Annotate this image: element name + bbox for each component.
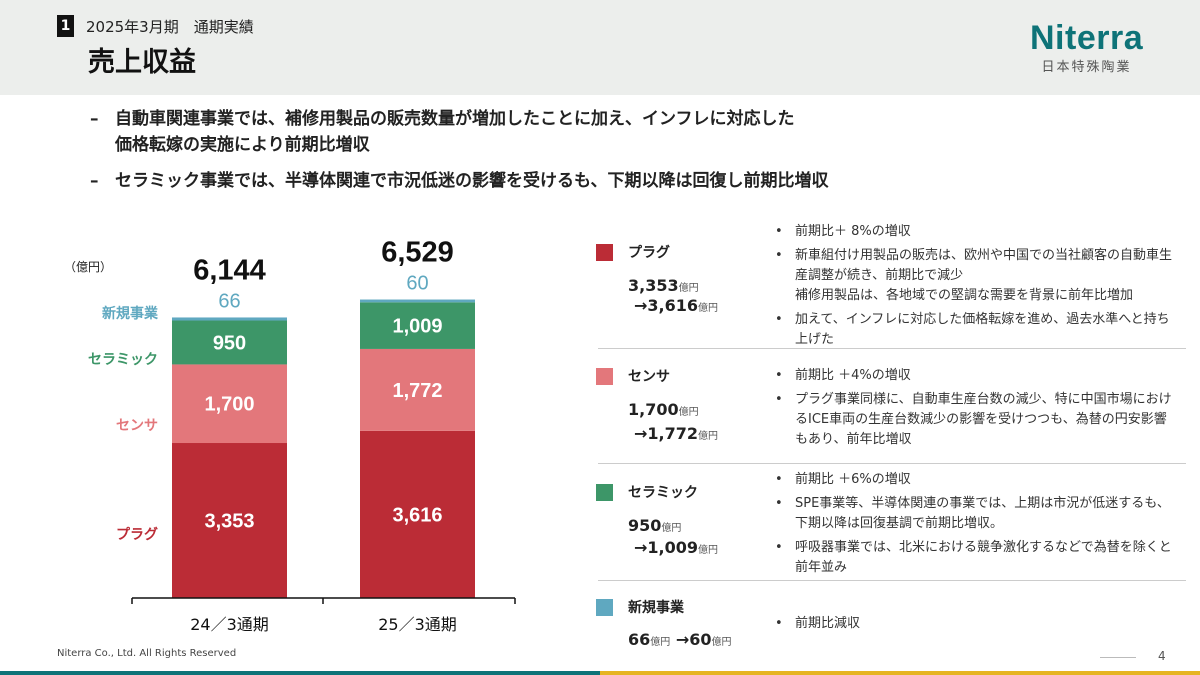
legend-plug: プラグ xyxy=(116,527,158,543)
page-divider xyxy=(1100,657,1136,658)
segment-values: 66億円 →60億円 xyxy=(628,630,732,649)
segment-current-value: →3,616億円 xyxy=(634,296,719,315)
segment-bullets: 前期比＋ 8%の増収新車組付け用製品の販売は、欧州や中国での当社顧客の自動車生産… xyxy=(775,222,1175,354)
segment-prev-value: 950億円 xyxy=(628,516,682,535)
bullet-item: 前期比 ＋4%の増収 xyxy=(775,366,1175,386)
dash: – xyxy=(90,109,99,129)
segment-color-swatch xyxy=(596,484,613,501)
stacked-bar-chart: 3,353 1,700 950 66 6,144 24／3通期 3,616 1,772 1,00… xyxy=(131,237,516,634)
segment-name: プラグ xyxy=(628,245,670,261)
lead-point-2: – セラミック事業では、半導体関連で市況低迷の影響を受けるも、下期以降は回復し前期… xyxy=(90,168,829,194)
total-value-label: 6,529 xyxy=(381,237,454,269)
total-value-label: 6,144 xyxy=(193,254,266,286)
bullet-item: 前期比 ＋6%の増収 xyxy=(775,470,1175,490)
segment-name: 新規事業 xyxy=(628,600,684,616)
legend-new-business: 新規事業 xyxy=(102,306,158,322)
segment-name: セラミック xyxy=(628,485,698,501)
bullet-item: 前期比＋ 8%の増収 xyxy=(775,222,1175,242)
footer-bar-yellow xyxy=(600,671,1200,675)
segment-bullets: 前期比 ＋4%の増収プラグ事業同様に、自動車生産台数の減少、特に中国市場における… xyxy=(775,366,1175,454)
bar-value-label: 1,009 xyxy=(392,316,442,338)
new-business-value-label: 66 xyxy=(218,290,240,312)
logo-brand: Niterra xyxy=(1030,19,1144,57)
category-label: 24／3通期 xyxy=(190,615,269,634)
bar-value-label: 1,700 xyxy=(204,394,254,416)
segment-bullets: 前期比減収 xyxy=(775,614,1175,638)
bar-segment-3 xyxy=(360,299,475,303)
segment-prev-value: 1,700億円 xyxy=(628,400,699,419)
bullet-item: 呼吸器事業では、北米における競争激化するなどで為替を除くと前年並み xyxy=(775,538,1175,578)
dash: – xyxy=(90,171,99,191)
company-logo: Niterra 日本特殊陶業 xyxy=(1030,20,1143,75)
bar-segment-2 xyxy=(172,320,287,365)
lead-text: 自動車関連事業では、補修用製品の販売数量が増加したことに加え、インフレに対応した xyxy=(115,109,795,129)
legend-ceramics: セラミック xyxy=(88,352,158,368)
bar-segment-3 xyxy=(172,317,287,321)
bar-value-label: 1,772 xyxy=(392,380,442,402)
bar-segment-1 xyxy=(172,364,287,444)
page-number: 4 xyxy=(1158,649,1166,663)
new-business-value-label: 60 xyxy=(406,273,428,295)
segment-divider xyxy=(598,463,1186,464)
bar-segment-2 xyxy=(360,302,475,349)
unit-label: （億円） xyxy=(64,260,113,274)
lead-text: セラミック事業では、半導体関連で市況低迷の影響を受けるも、下期以降は回復し前期比… xyxy=(115,171,829,191)
segment-bullets: 前期比 ＋6%の増収 SPE事業等、半導体関連の事業では、上期は市況が低迷するも、… xyxy=(775,470,1175,582)
segment-prev-value: 3,353億円 xyxy=(628,276,699,295)
logo-japanese: 日本特殊陶業 xyxy=(1041,60,1132,75)
category-label: 25／3通期 xyxy=(378,615,457,634)
segment-current-value: →1,772億円 xyxy=(634,424,719,443)
segment-divider xyxy=(598,580,1186,581)
segment-current-value: →1,009億円 xyxy=(634,538,719,557)
segment-divider xyxy=(598,348,1186,349)
segment-color-swatch xyxy=(596,368,613,385)
bullet-item: 前期比減収 xyxy=(775,614,1175,634)
segment-name: センサ xyxy=(628,369,670,385)
bar-value-label: 3,616 xyxy=(392,504,442,526)
copyright: Niterra Co., Ltd. All Rights Reserved xyxy=(57,648,237,659)
slide-header xyxy=(0,0,1200,95)
bullet-item: 加えて、インフレに対応した価格転嫁を進め、過去水準へと持ち上げた xyxy=(775,310,1175,350)
lead-text: 価格転嫁の実施により前期比増収 xyxy=(115,135,370,155)
bar-segment-0 xyxy=(360,430,475,598)
bullet-item: 新車組付け用製品の販売は、欧州や中国での当社顧客の自動車生産調整が続き、前期比で… xyxy=(775,246,1175,306)
lead-point-1: – 自動車関連事業では、補修用製品の販売数量が増加したことに加え、インフレに対応し… xyxy=(90,106,795,158)
bar-value-label: 3,353 xyxy=(204,511,254,533)
slide-subtitle: 2025年3月期 通期実績 xyxy=(86,18,254,36)
bar-segment-0 xyxy=(172,443,287,598)
legend-sensor: センサ xyxy=(116,418,158,434)
slide-title: 売上収益 xyxy=(88,47,196,78)
bar-segment-1 xyxy=(360,348,475,431)
bullet-item: プラグ事業同様に、自動車生産台数の減少、特に中国市場におけるICE車両の生産台数… xyxy=(775,390,1175,450)
bar-value-label: 950 xyxy=(213,332,246,354)
section-number: 1 xyxy=(57,15,74,37)
segment-color-swatch xyxy=(596,244,613,261)
segment-color-swatch xyxy=(596,599,613,616)
bullet-item: SPE事業等、半導体関連の事業では、上期は市況が低迷するも、下期以降は回復基調で… xyxy=(775,494,1175,534)
footer-bar-teal xyxy=(0,671,600,675)
